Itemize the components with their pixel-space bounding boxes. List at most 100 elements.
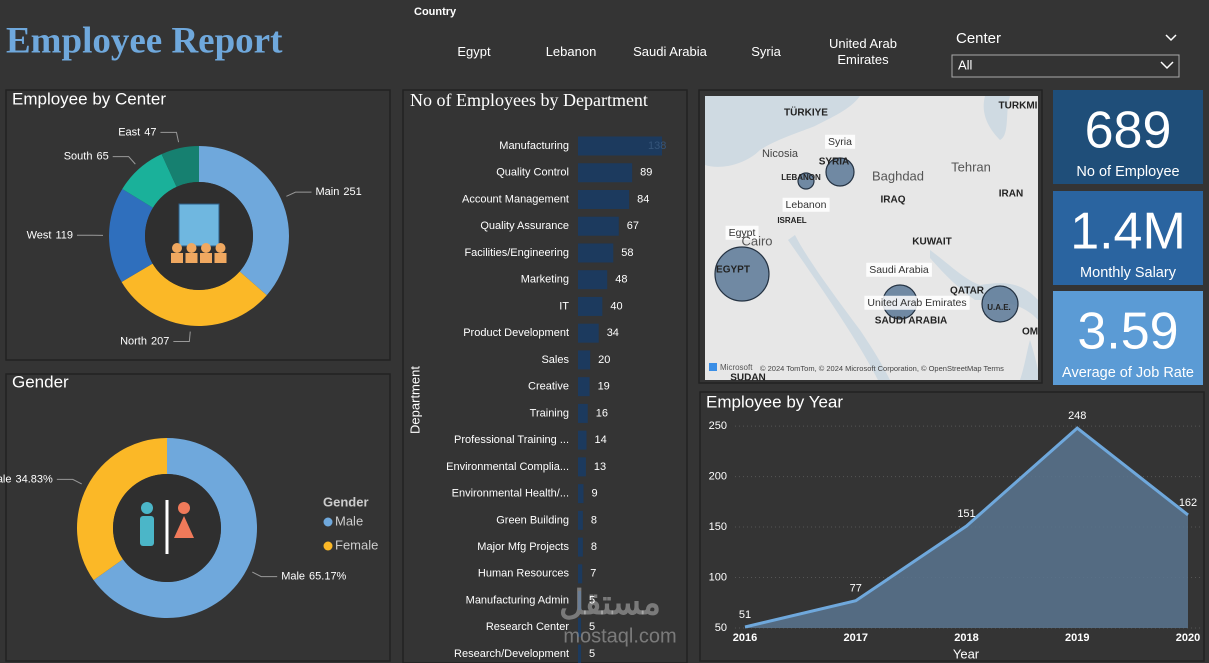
chevron[interactable] — [1165, 34, 1177, 42]
icon — [178, 502, 190, 514]
x-tick-label: 2019 — [1065, 632, 1089, 644]
map-label: SAUDI ARABIA — [875, 316, 947, 327]
data-label: 58 — [621, 247, 633, 259]
category-label: IT — [559, 300, 569, 312]
bar — [578, 564, 583, 584]
data-label: 77 — [850, 583, 862, 595]
map-label: EGYPT — [716, 265, 750, 276]
map-label: SYRIA — [819, 157, 850, 168]
slicer-item[interactable]: United Arab Emirates — [829, 36, 897, 67]
bar — [578, 163, 633, 183]
map-label-box — [866, 262, 932, 277]
chart-title: Employee by Year — [706, 392, 843, 411]
donut-slice — [121, 263, 267, 326]
data-label: 5 — [589, 594, 595, 606]
data-label-value: 65 — [96, 151, 108, 163]
data-label: 151 — [957, 508, 975, 520]
bar — [578, 243, 614, 263]
map-label: Saudi Arabia — [869, 264, 929, 276]
slicer-item[interactable]: Lebanon — [545, 44, 597, 59]
data-label: 34 — [607, 327, 619, 339]
icon — [215, 243, 226, 253]
data-label: 16 — [596, 407, 608, 419]
map-label: Nicosia — [762, 148, 799, 160]
bar — [578, 296, 603, 316]
data-label-category: Male — [281, 571, 305, 583]
bar — [578, 189, 630, 209]
map-label: OM — [1022, 327, 1038, 338]
y-tick-label: 200 — [709, 470, 727, 482]
kpi-card — [1053, 90, 1203, 184]
kpi-value: 1.4M — [1070, 203, 1186, 261]
category-label: Account Management — [462, 193, 569, 205]
data-label-value: 207 — [151, 335, 169, 347]
bar — [578, 323, 599, 343]
legend-swatch — [323, 541, 333, 551]
data-label-category: South — [64, 151, 93, 163]
chevron[interactable] — [1160, 61, 1174, 70]
category-label: Environmental Complia... — [446, 461, 569, 473]
dropdown-value[interactable]: All — [958, 57, 973, 72]
map-label-box — [825, 134, 856, 149]
category-label: Green Building — [496, 514, 569, 526]
category-label: Facilities/Engineering — [464, 247, 569, 259]
y-tick-label: 150 — [709, 521, 727, 533]
bar — [578, 216, 619, 236]
slicer-item[interactable]: Egypt — [457, 44, 491, 59]
map-attribution: © 2024 TomTom, © 2024 Microsoft Corporat… — [760, 364, 1004, 373]
data-label-value: 47 — [144, 126, 156, 138]
bar — [578, 457, 586, 477]
data-label: 8 — [591, 514, 597, 526]
kpi-value: 3.59 — [1077, 303, 1178, 361]
dropdown[interactable] — [951, 54, 1180, 78]
leader-line — [173, 331, 191, 343]
icon — [171, 253, 183, 263]
category-label: Training — [530, 407, 569, 419]
category-label: Marketing — [521, 274, 569, 286]
category-label: Quality Control — [496, 167, 569, 179]
slicer-item[interactable]: Saudi Arabia — [633, 44, 707, 59]
icon — [200, 253, 212, 263]
category-label: Product Development — [463, 327, 569, 339]
map-label: ISRAEL — [777, 216, 806, 225]
data-label: Male 65.17% — [281, 571, 346, 583]
icon — [185, 253, 198, 263]
chart-title: Gender — [12, 372, 69, 391]
bar — [578, 617, 582, 637]
map-label: TURKMI — [999, 101, 1038, 112]
leader-line — [160, 131, 180, 143]
bar — [578, 430, 587, 450]
map-label-box — [725, 225, 759, 240]
icon — [141, 502, 153, 514]
leader-line — [56, 478, 82, 485]
leader-line — [286, 191, 312, 197]
legend-title: Gender — [323, 494, 369, 509]
map-label: Egypt — [729, 227, 756, 239]
map-brand: Microsoft — [720, 363, 753, 372]
category-label: Environmental Health/... — [452, 488, 569, 500]
data-label-category: West — [27, 229, 52, 241]
x-tick-label: 2020 — [1176, 632, 1200, 644]
bar — [578, 484, 584, 504]
kpi-label: Monthly Salary — [1080, 265, 1177, 281]
map-label: Baghdad — [872, 168, 924, 183]
leader-line — [112, 156, 136, 165]
donut-slice — [122, 154, 177, 208]
dropdown-title: Center — [956, 30, 1001, 47]
data-label: 67 — [627, 220, 639, 232]
category-label: Human Resources — [478, 568, 570, 580]
map-label: U.A.E. — [987, 303, 1011, 312]
donut-slice — [199, 146, 290, 296]
bar — [578, 377, 590, 397]
panels — [5, 89, 1205, 663]
data-label: 7 — [590, 568, 596, 580]
icon — [140, 516, 154, 546]
bar — [578, 136, 662, 156]
data-label: Female 34.83% — [0, 473, 53, 485]
data-label: West 119 — [27, 229, 73, 241]
bar — [578, 270, 608, 290]
slicer-item[interactable]: Syria — [751, 44, 781, 59]
legend-entry: Female — [335, 537, 378, 552]
slicer-title: Country — [414, 6, 457, 18]
